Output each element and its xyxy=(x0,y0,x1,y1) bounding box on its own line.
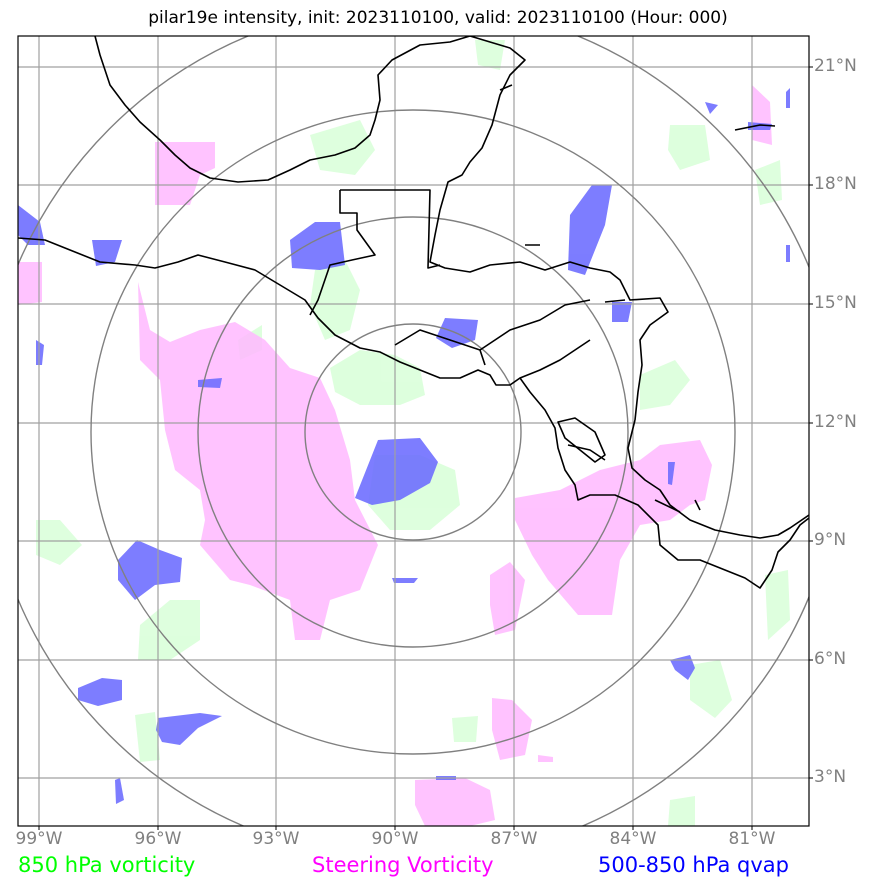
qvap-area xyxy=(786,88,790,108)
legend-entry: Steering Vorticity xyxy=(312,853,494,877)
qvap-area xyxy=(392,578,418,583)
qvap-area xyxy=(156,713,222,745)
vorticity-850-area xyxy=(668,125,710,170)
qvap-layer xyxy=(18,88,790,804)
plot-frame xyxy=(17,35,810,827)
border-mex-guat xyxy=(309,189,441,316)
steering-vorticity-area xyxy=(490,562,525,635)
longitude-label: 84°W xyxy=(609,829,657,849)
tick-marks xyxy=(38,66,813,830)
qvap-area xyxy=(78,678,122,706)
coastline-pacific xyxy=(18,237,809,589)
vorticity-850-area xyxy=(690,660,732,718)
steering-vorticity-area xyxy=(515,440,712,615)
latitude-label: 9°N xyxy=(814,530,847,550)
longitude-label: 90°W xyxy=(371,829,419,849)
range-ring xyxy=(90,109,736,755)
latitude-label: 21°N xyxy=(814,56,857,76)
coastlines xyxy=(18,36,809,589)
vorticity-850-area xyxy=(138,600,200,660)
qvap-area xyxy=(670,655,695,680)
steering-vorticity-area xyxy=(415,778,495,826)
map-title: pilar19e intensity, init: 2023110100, va… xyxy=(148,8,728,28)
qvap-area xyxy=(115,778,124,804)
island-small xyxy=(499,84,701,511)
legend-entry: 500-850 hPa qvap xyxy=(598,853,789,877)
vorticity-850-area xyxy=(668,796,695,826)
coastline-gulf xyxy=(94,36,471,183)
qvap-area xyxy=(355,438,438,505)
vorticity-850-area xyxy=(452,716,478,742)
longitude-label: 99°W xyxy=(15,829,63,849)
steering-vorticity-area xyxy=(18,262,42,305)
vorticity-850-area xyxy=(765,570,790,640)
vorticity-850-area xyxy=(755,160,782,205)
qvap-area xyxy=(18,205,45,245)
latitude-label: 6°N xyxy=(814,649,847,669)
steering-vorticity-layer xyxy=(18,85,772,826)
vorticity-850-area xyxy=(36,520,82,565)
qvap-area xyxy=(705,102,718,114)
longitude-label: 87°W xyxy=(490,829,538,849)
qvap-area xyxy=(118,540,182,600)
longitude-label: 96°W xyxy=(134,829,182,849)
coastline-yucatan xyxy=(429,36,669,421)
range-ring xyxy=(304,323,522,541)
qvap-area xyxy=(612,302,632,322)
legend-entry: 850 hPa vorticity xyxy=(18,853,196,877)
plot-background xyxy=(18,36,809,826)
qvap-area xyxy=(786,245,790,262)
vorticity-850-area xyxy=(310,120,375,175)
coastline-cuba xyxy=(734,124,776,131)
vorticity-850-area xyxy=(330,350,425,405)
border-central-america xyxy=(394,299,681,513)
latitude-label: 15°N xyxy=(814,293,857,313)
vorticity-850-area xyxy=(310,260,360,340)
lake-nicaragua xyxy=(557,417,606,463)
latitude-label: 12°N xyxy=(814,412,857,432)
qvap-area xyxy=(668,462,675,485)
qvap-area xyxy=(36,340,44,365)
steering-vorticity-area xyxy=(155,142,215,205)
qvap-area xyxy=(568,185,612,275)
vorticity-850-layer xyxy=(36,40,790,826)
latitude-label: 3°N xyxy=(814,767,847,787)
longitude-label: 81°W xyxy=(728,829,776,849)
qvap-area xyxy=(748,122,772,130)
vorticity-850-area xyxy=(640,360,690,410)
qvap-area xyxy=(290,222,345,270)
latitude-label: 18°N xyxy=(814,174,857,194)
vorticity-850-area xyxy=(475,40,505,70)
steering-vorticity-area xyxy=(138,282,378,640)
range-rings xyxy=(18,36,809,826)
coastline-caribbean-panama xyxy=(627,419,809,539)
range-ring xyxy=(197,216,629,648)
steering-vorticity-area xyxy=(492,698,532,760)
longitude-label: 93°W xyxy=(252,829,300,849)
qvap-area xyxy=(92,240,122,266)
vorticity-850-area xyxy=(135,712,160,762)
steering-vorticity-area xyxy=(538,755,553,762)
